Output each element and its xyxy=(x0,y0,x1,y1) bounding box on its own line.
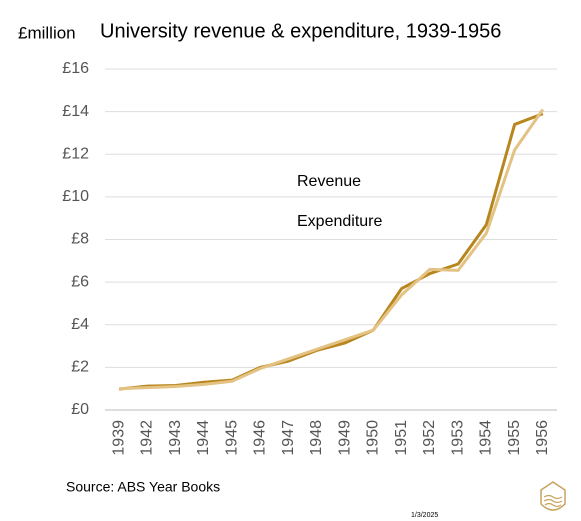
y-tick-label: £10 xyxy=(62,188,89,205)
legend-label: Revenue xyxy=(297,173,361,190)
x-tick-label: 1950 xyxy=(365,420,382,456)
chart-title: University revenue & expenditure, 1939-1… xyxy=(100,20,501,42)
x-tick-label: 1956 xyxy=(534,420,551,456)
y-tick-label: £12 xyxy=(62,145,89,162)
x-tick-label: 1954 xyxy=(478,420,495,456)
x-tick-label: 1955 xyxy=(506,420,523,456)
x-tick-label: 1951 xyxy=(393,420,410,456)
x-tick-label: 1939 xyxy=(110,420,127,456)
x-tick-label: 1945 xyxy=(223,420,240,456)
y-tick-label: £14 xyxy=(62,103,89,120)
x-tick-label: 1948 xyxy=(308,420,325,456)
x-tick-label: 1943 xyxy=(167,420,184,456)
x-tick-label: 1947 xyxy=(280,420,297,456)
y-tick-label: £16 xyxy=(62,60,89,77)
y-tick-label: £2 xyxy=(71,359,89,376)
source: Source: ABS Year Books xyxy=(66,479,220,495)
y-tick-label: £8 xyxy=(71,231,89,248)
x-tick-label: 1953 xyxy=(449,420,466,456)
series-line xyxy=(118,112,544,391)
y-tick-label: £0 xyxy=(71,401,89,418)
x-tick-label: 1942 xyxy=(139,420,156,456)
x-tick-label: 1952 xyxy=(421,420,438,456)
legend-label: Expenditure xyxy=(297,213,382,230)
date: 1/3/2025 xyxy=(411,512,438,519)
logo xyxy=(540,481,566,511)
x-tick-label: 1944 xyxy=(195,420,212,456)
series-line xyxy=(119,108,545,391)
y-tick-label: £4 xyxy=(71,316,89,333)
y-axis-label: £million xyxy=(18,23,76,42)
y-tick-label: £6 xyxy=(71,273,89,290)
x-tick-label: 1949 xyxy=(336,420,353,456)
x-tick-label: 1946 xyxy=(252,420,269,456)
